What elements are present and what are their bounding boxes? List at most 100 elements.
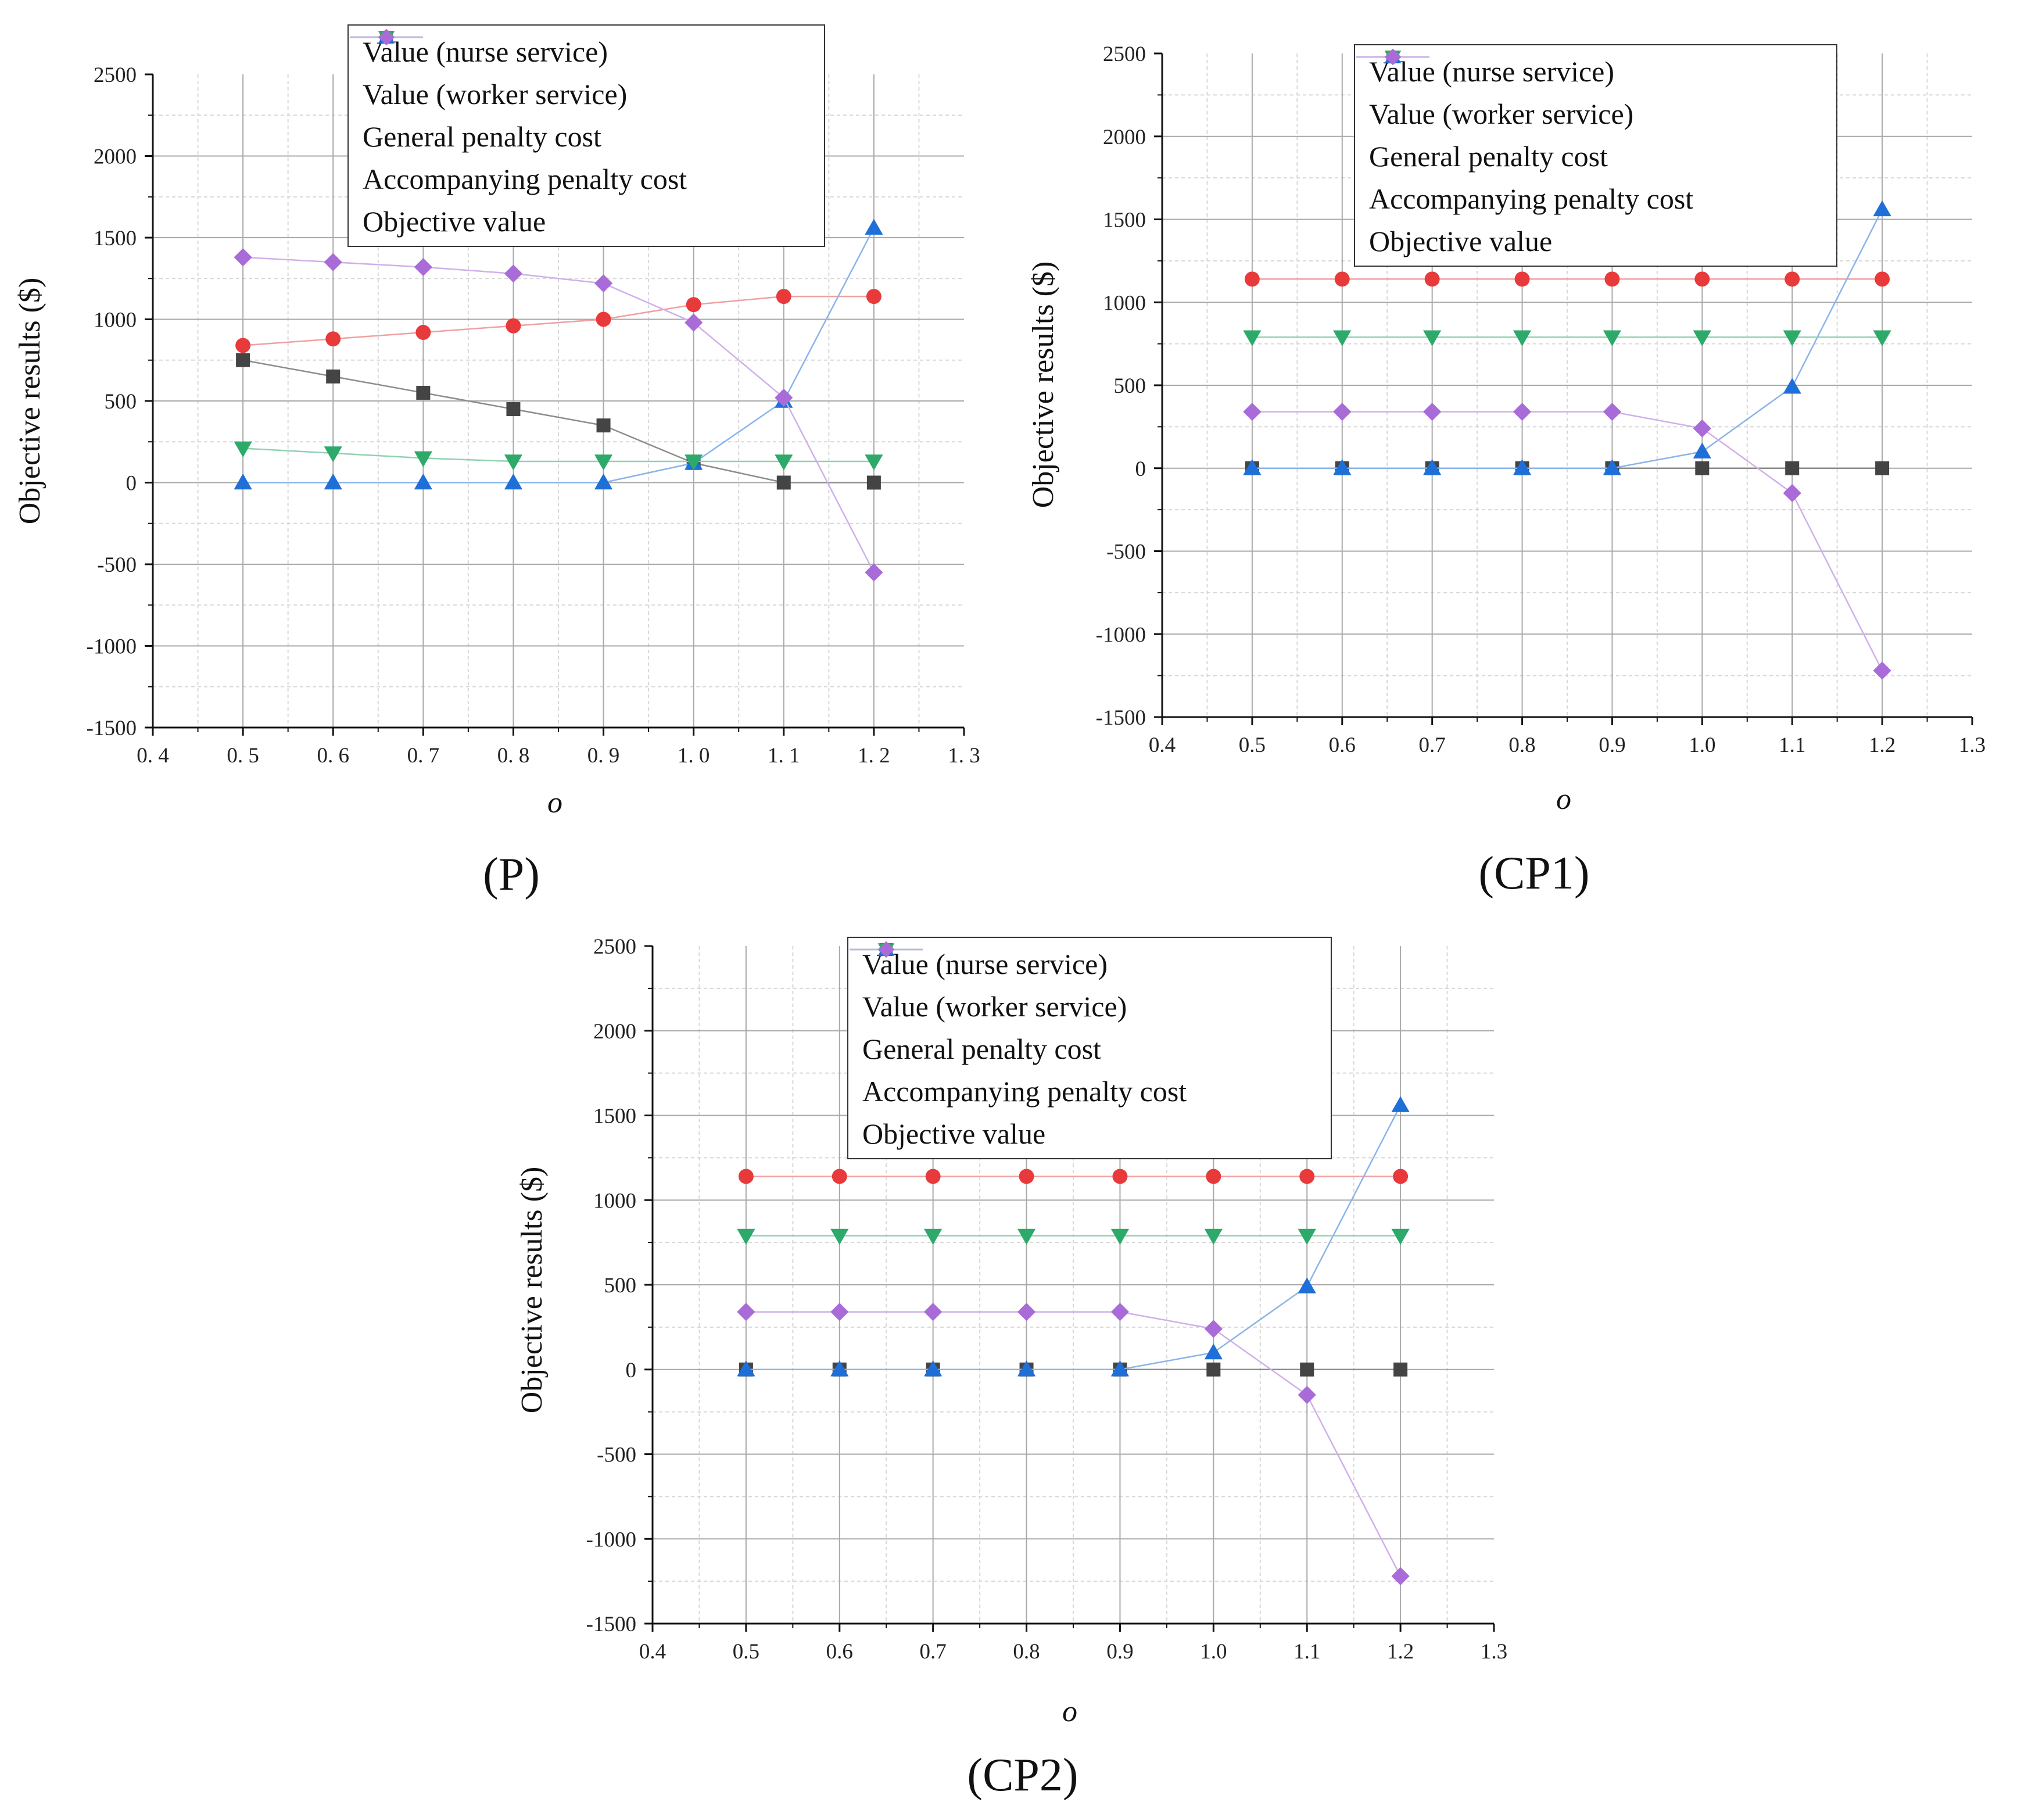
y-tick-label: -500 bbox=[1106, 540, 1146, 564]
data-point-worker bbox=[686, 297, 701, 313]
data-point-accompany bbox=[865, 454, 883, 471]
y-tick-label: 1500 bbox=[1103, 209, 1146, 232]
data-point-general bbox=[1204, 1343, 1223, 1360]
x-tick-label: 0.5 bbox=[1239, 733, 1266, 757]
series-line-worker bbox=[243, 295, 874, 346]
series-worker bbox=[235, 289, 881, 353]
data-point-objective bbox=[504, 264, 523, 283]
data-point-accompany bbox=[775, 454, 793, 471]
series-line-nurse bbox=[242, 359, 874, 483]
data-point-accompany bbox=[1423, 330, 1442, 346]
x-axis-title: o bbox=[1556, 783, 1571, 816]
data-point-accompany bbox=[504, 454, 523, 471]
data-point-general bbox=[1513, 459, 1532, 475]
data-point-general bbox=[1333, 459, 1352, 475]
data-point-nurse bbox=[1393, 1362, 1408, 1377]
data-point-objective bbox=[1783, 483, 1801, 503]
series-line-objective bbox=[1252, 411, 1883, 671]
data-point-general bbox=[1298, 1277, 1316, 1294]
legend-item-accompany: Accompanying penalty cost bbox=[1356, 51, 1830, 220]
series-line-objective bbox=[243, 256, 875, 573]
data-point-objective bbox=[865, 563, 883, 582]
legend-item-worker: Value (worker service) bbox=[350, 30, 818, 115]
y-tick-label: -1500 bbox=[586, 1613, 636, 1636]
data-point-general bbox=[324, 473, 342, 490]
data-point-general bbox=[737, 1360, 755, 1377]
data-point-objective bbox=[1298, 1385, 1316, 1405]
chart-panel-cp2: 0.4 0.5 0.6 0.7 0.8 0.9 1.0 1.1 1.2 1.3 -1500 -1000… bbox=[500, 907, 1511, 1820]
legend-item-general: General penalty cost bbox=[850, 941, 1325, 1070]
x-tick-label: 0.7 bbox=[920, 1640, 947, 1664]
series-line-general bbox=[243, 227, 875, 483]
data-point-accompany bbox=[1873, 330, 1891, 346]
y-axis-title: Objective results ($) bbox=[515, 1167, 549, 1414]
y-tick-label: -1500 bbox=[1096, 706, 1146, 730]
data-point-worker bbox=[776, 289, 791, 304]
legend-item-general: General penalty cost bbox=[350, 28, 818, 157]
y-tick-label: -1500 bbox=[87, 716, 137, 740]
legend-marker-objective bbox=[378, 28, 395, 46]
data-point-accompany bbox=[1513, 330, 1532, 346]
legend-item-accompany: Accompanying penalty cost bbox=[850, 943, 1325, 1112]
x-tick-label: 1.0 bbox=[1689, 733, 1715, 757]
data-point-objective bbox=[1333, 403, 1352, 421]
data-point-nurse bbox=[236, 353, 250, 367]
data-point-worker bbox=[738, 1169, 754, 1184]
y-tick-label: 0 bbox=[126, 472, 137, 496]
x-tick-label: 1. 1 bbox=[768, 744, 800, 768]
data-point-accompany bbox=[1110, 1228, 1130, 1245]
legend-item-accompany: Accompanying penalty cost bbox=[350, 31, 818, 200]
data-point-worker bbox=[1299, 1169, 1315, 1184]
data-point-nurse bbox=[1206, 1362, 1221, 1377]
data-point-worker bbox=[506, 318, 521, 334]
x-tick-label: 0. 5 bbox=[227, 744, 259, 768]
x-tick-label: 0.6 bbox=[1329, 733, 1356, 757]
data-point-nurse bbox=[866, 475, 881, 490]
panel-caption-cp2: (CP2) bbox=[967, 1750, 1078, 1801]
data-point-objective bbox=[924, 1303, 943, 1321]
y-tick-label: 2500 bbox=[94, 63, 137, 87]
legend-cp1: Value (nurse service) Value (worker serv… bbox=[1354, 44, 1837, 267]
data-point-worker bbox=[415, 325, 431, 340]
data-point-general bbox=[924, 1360, 943, 1377]
data-point-accompany bbox=[685, 454, 703, 471]
x-tick-label: 0. 8 bbox=[497, 744, 530, 768]
data-point-objective bbox=[1423, 403, 1442, 421]
legend-p: Value (nurse service) Value (worker serv… bbox=[347, 24, 825, 247]
x-tick-label: 1.1 bbox=[1293, 1640, 1320, 1664]
series-line-accompany bbox=[243, 447, 874, 463]
x-tick-label: 1.0 bbox=[1200, 1640, 1227, 1664]
chart-panel-cp1: 0.4 0.5 0.6 0.7 0.8 0.9 1.0 1.1 1.2 1.3 -1500 -1000… bbox=[1011, 0, 2021, 930]
chart-svg-p: 0. 4 0. 5 0. 6 0. 7 0. 8 0. 9 1. 0 1. 1 1. 2 1. 3… bbox=[13, 63, 980, 819]
data-point-worker bbox=[1875, 271, 1890, 287]
legend-key-objective bbox=[850, 941, 923, 958]
data-point-objective bbox=[737, 1303, 755, 1321]
y-tick-label: 500 bbox=[1114, 374, 1146, 398]
legend-label-general: General penalty cost bbox=[363, 120, 601, 153]
chart-panel-p: 0. 4 0. 5 0. 6 0. 7 0. 8 0. 9 1. 0 1. 1 1. 2 1. 3… bbox=[0, 0, 1011, 930]
data-point-objective bbox=[1873, 661, 1891, 680]
data-point-objective bbox=[685, 313, 703, 332]
legend-key-objective bbox=[1356, 48, 1429, 66]
data-point-general bbox=[414, 473, 432, 490]
series-general bbox=[1243, 200, 1891, 475]
x-tick-label: 1.2 bbox=[1387, 1640, 1414, 1664]
series-accompany bbox=[1243, 330, 1891, 346]
data-point-accompany bbox=[830, 1228, 849, 1245]
series-general bbox=[737, 1096, 1410, 1377]
data-point-objective bbox=[775, 388, 793, 407]
x-tick-label: 0.8 bbox=[1013, 1640, 1040, 1664]
legend-item-worker: Value (worker service) bbox=[1356, 50, 1830, 135]
series-worker bbox=[1244, 271, 1890, 287]
legend-label-objective: Objective value bbox=[363, 205, 546, 238]
x-tick-label: 0.9 bbox=[1106, 1640, 1133, 1664]
series-line-objective bbox=[746, 1311, 1402, 1577]
data-point-worker bbox=[596, 311, 611, 327]
y-tick-label: 2000 bbox=[94, 145, 137, 169]
x-tick-label: 1. 2 bbox=[858, 744, 890, 768]
y-tick-label: -500 bbox=[97, 553, 137, 577]
data-point-worker bbox=[1112, 1169, 1128, 1184]
y-tick-label: 0 bbox=[626, 1359, 637, 1382]
data-point-accompany bbox=[1298, 1228, 1316, 1245]
